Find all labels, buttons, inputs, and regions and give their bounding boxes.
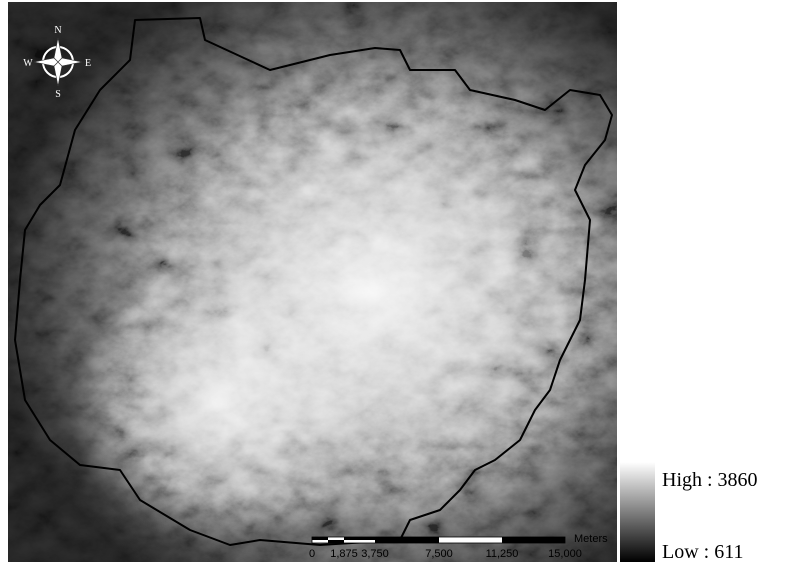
- scale-label: 0: [309, 548, 315, 560]
- scale-bar-segment: [375, 537, 439, 543]
- scale-label: 7,500: [425, 548, 453, 560]
- scale-unit: Meters: [574, 533, 608, 545]
- compass-label: E: [85, 58, 91, 69]
- compass-label: W: [23, 58, 33, 69]
- scale-bar-segment: [344, 537, 375, 540]
- scale-label: 1,875: [330, 548, 358, 560]
- scale-bar-segment: [312, 537, 328, 540]
- scale-bar-segment: [502, 537, 565, 543]
- legend-low-label: Low : 611: [662, 541, 743, 563]
- elevation-raster: [8, 2, 617, 562]
- legend: High : 3860 Low : 611: [620, 462, 758, 563]
- scale-label: 3,750: [361, 548, 389, 560]
- legend-high-label: High : 3860: [662, 469, 758, 491]
- compass-label: N: [54, 25, 61, 36]
- map-view: N S E W Meters 0 1,8753,750 7,500 11,250 15,…: [0, 0, 797, 567]
- relief-texture: [8, 2, 617, 562]
- scale-bar-segment: [328, 540, 344, 543]
- compass-label: S: [55, 89, 61, 100]
- scale-label: 15,000: [548, 548, 582, 560]
- legend-ramp: [620, 462, 655, 562]
- scale-label: 11,250: [486, 548, 519, 560]
